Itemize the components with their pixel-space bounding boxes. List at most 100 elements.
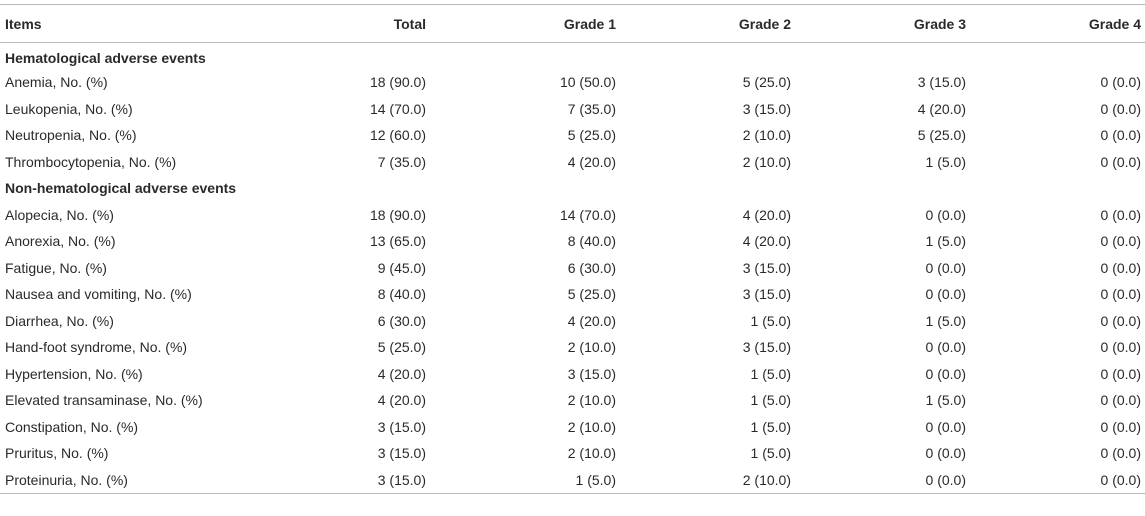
cell-item: Anemia, No. (%) <box>5 74 108 91</box>
cell-grade-1: 6 (30.0) <box>567 259 616 276</box>
cell-grade-4: 0 (0.0) <box>1100 312 1141 329</box>
cell-grade-1: 14 (70.0) <box>559 206 616 223</box>
cell-grade-4: 0 (0.0) <box>1100 445 1141 462</box>
cell-grade-3: 0 (0.0) <box>925 445 966 462</box>
adverse-events-table: Items Total Grade 1 Grade 2 Grade 3 Grad… <box>0 4 1145 494</box>
cell-grade-3: 5 (25.0) <box>917 127 966 144</box>
cell-grade-3: 1 (5.0) <box>925 153 966 170</box>
cell-grade-2: 1 (5.0) <box>750 418 791 435</box>
cell-total: 3 (15.0) <box>377 445 426 462</box>
cell-grade-4: 0 (0.0) <box>1100 74 1141 91</box>
cell-item: Thrombocytopenia, No. (%) <box>5 153 177 170</box>
cell-grade-2: 1 (5.0) <box>750 445 791 462</box>
cell-total: 5 (25.0) <box>377 339 426 356</box>
cell-grade-2: 3 (15.0) <box>742 339 791 356</box>
header-total: Total <box>280 4 430 43</box>
cell-grade-1: 10 (50.0) <box>559 74 616 91</box>
cell-grade-4: 0 (0.0) <box>1100 418 1141 435</box>
cell-grade-1: 2 (10.0) <box>567 445 616 462</box>
cell-grade-2: 3 (15.0) <box>742 259 791 276</box>
cell-total: 6 (30.0) <box>377 312 426 329</box>
cell-grade-1: 8 (40.0) <box>567 233 616 250</box>
table-row: Anorexia, No. (%) 13 (65.0) 8 (40.0) 4 (20.… <box>0 228 1145 255</box>
section-title: Non-hematological adverse events <box>5 180 237 197</box>
cell-grade-4: 0 (0.0) <box>1100 100 1141 117</box>
cell-grade-4: 0 (0.0) <box>1100 153 1141 170</box>
header-grade-3: Grade 3 <box>795 4 970 43</box>
cell-item: Anorexia, No. (%) <box>5 233 116 250</box>
cell-grade-4: 0 (0.0) <box>1100 286 1141 303</box>
section-header-row: Non-hematological adverse events <box>0 175 1145 202</box>
cell-grade-1: 5 (25.0) <box>567 286 616 303</box>
cell-grade-4: 0 (0.0) <box>1100 233 1141 250</box>
cell-item: Diarrhea, No. (%) <box>5 312 114 329</box>
table-row: Hypertension, No. (%) 4 (20.0) 3 (15.0) 1 (… <box>0 361 1145 388</box>
cell-grade-4: 0 (0.0) <box>1100 206 1141 223</box>
cell-item: Pruritus, No. (%) <box>5 445 109 462</box>
cell-total: 12 (60.0) <box>369 127 426 144</box>
cell-total: 18 (90.0) <box>369 206 426 223</box>
cell-item: Neutropenia, No. (%) <box>5 127 137 144</box>
cell-grade-2: 1 (5.0) <box>750 312 791 329</box>
cell-item: Constipation, No. (%) <box>5 418 139 435</box>
header-grade-1: Grade 1 <box>430 4 620 43</box>
cell-grade-1: 5 (25.0) <box>567 127 616 144</box>
table-row: Pruritus, No. (%) 3 (15.0) 2 (10.0) 1 (5.0)… <box>0 440 1145 467</box>
cell-grade-1: 2 (10.0) <box>567 392 616 409</box>
cell-grade-3: 3 (15.0) <box>917 74 966 91</box>
cell-grade-3: 0 (0.0) <box>925 286 966 303</box>
header-grade-2: Grade 2 <box>620 4 795 43</box>
cell-grade-1: 1 (5.0) <box>430 466 620 494</box>
cell-item: Alopecia, No. (%) <box>5 206 114 223</box>
cell-item: Leukopenia, No. (%) <box>5 100 133 117</box>
header-items: Items <box>0 4 280 43</box>
cell-grade-2: 3 (15.0) <box>742 100 791 117</box>
table-header: Items Total Grade 1 Grade 2 Grade 3 Grad… <box>0 4 1145 43</box>
cell-grade-4: 0 (0.0) <box>1100 127 1141 144</box>
table-row: Fatigue, No. (%) 9 (45.0) 6 (30.0) 3 (15.0)… <box>0 255 1145 282</box>
cell-grade-1: 2 (10.0) <box>567 418 616 435</box>
cell-grade-1: 7 (35.0) <box>567 100 616 117</box>
section-header-row: Hematological adverse events <box>0 43 1145 70</box>
cell-grade-3: 0 (0.0) <box>925 259 966 276</box>
cell-grade-2: 3 (15.0) <box>742 286 791 303</box>
table-body: Hematological adverse events Anemia, No. … <box>0 43 1145 494</box>
table-row: Elevated transaminase, No. (%) 4 (20.0) 2 … <box>0 387 1145 414</box>
cell-grade-1: 4 (20.0) <box>567 153 616 170</box>
cell-total: 13 (65.0) <box>369 233 426 250</box>
table-row: Diarrhea, No. (%) 6 (30.0) 4 (20.0) 1 (5.0)… <box>0 308 1145 335</box>
cell-item: Fatigue, No. (%) <box>5 259 107 276</box>
table-row: Neutropenia, No. (%) 12 (60.0) 5 (25.0) 2 (… <box>0 122 1145 149</box>
cell-grade-2: 2 (10.0) <box>742 153 791 170</box>
cell-grade-2: 1 (5.0) <box>750 365 791 382</box>
cell-total: 8 (40.0) <box>377 286 426 303</box>
section-title: Hematological adverse events <box>5 50 206 66</box>
cell-grade-3: 0 (0.0) <box>925 206 966 223</box>
cell-grade-4: 0 (0.0) <box>1100 392 1141 409</box>
cell-grade-2: 2 (10.0) <box>742 127 791 144</box>
cell-grade-2: 4 (20.0) <box>742 233 791 250</box>
table-row: Thrombocytopenia, No. (%) 7 (35.0) 4 (20.0… <box>0 149 1145 176</box>
cell-total: 7 (35.0) <box>377 153 426 170</box>
cell-grade-3: 1 (5.0) <box>925 312 966 329</box>
header-grade-4: Grade 4 <box>970 4 1145 43</box>
table-row: Leukopenia, No. (%) 14 (70.0) 7 (35.0) 3 (1… <box>0 96 1145 123</box>
cell-item: Hypertension, No. (%) <box>5 365 143 382</box>
cell-grade-3: 0 (0.0) <box>925 339 966 356</box>
cell-item: Proteinuria, No. (%) <box>0 466 280 494</box>
table-row: Anemia, No. (%) 18 (90.0) 10 (50.0) 5 (25.0… <box>0 69 1145 96</box>
cell-grade-3: 0 (0.0) <box>795 466 970 494</box>
cell-grade-1: 2 (10.0) <box>567 339 616 356</box>
cell-grade-2: 4 (20.0) <box>742 206 791 223</box>
cell-grade-4: 0 (0.0) <box>970 466 1145 494</box>
table-row: Nausea and vomiting, No. (%) 8 (40.0) 5 (2… <box>0 281 1145 308</box>
cell-grade-3: 4 (20.0) <box>917 100 966 117</box>
table-row: Proteinuria, No. (%) 3 (15.0) 1 (5.0) 2 (10… <box>0 466 1145 494</box>
cell-grade-1: 4 (20.0) <box>567 312 616 329</box>
cell-total: 3 (15.0) <box>377 418 426 435</box>
cell-total: 4 (20.0) <box>377 365 426 382</box>
cell-grade-3: 1 (5.0) <box>925 233 966 250</box>
table-row: Hand-foot syndrome, No. (%) 5 (25.0) 2 (10… <box>0 334 1145 361</box>
cell-total: 18 (90.0) <box>369 74 426 91</box>
